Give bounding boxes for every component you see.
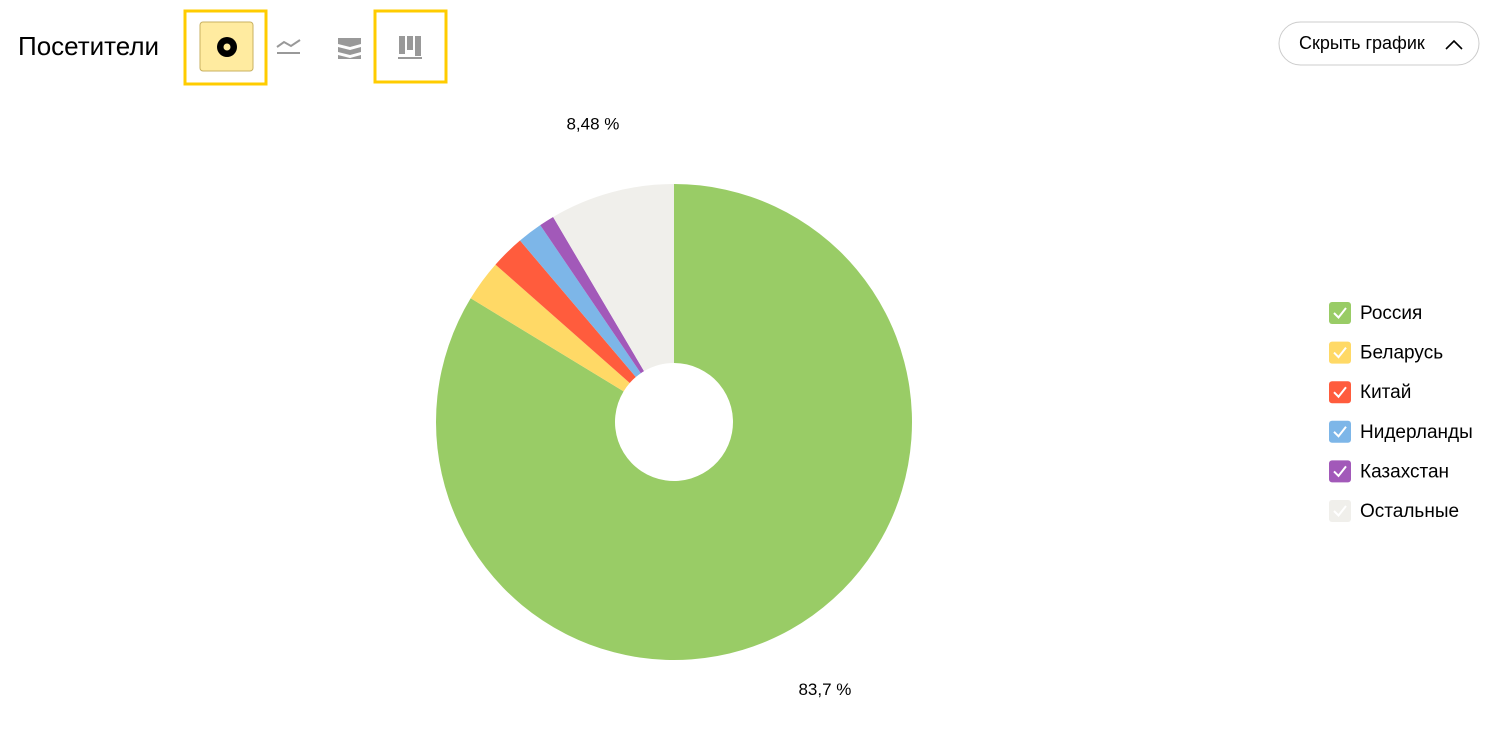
pie-slice (435, 184, 912, 660)
line-icon (276, 39, 301, 48)
check-icon (1333, 386, 1347, 399)
line-view-button[interactable] (276, 39, 301, 54)
legend-checkbox (1329, 460, 1351, 483)
area-view-button[interactable] (338, 38, 361, 59)
legend-label: Китай (1360, 382, 1411, 403)
bar-view-button[interactable] (398, 36, 422, 59)
pie-slice (495, 240, 636, 383)
check-icon (1333, 505, 1347, 518)
button-bg (1278, 21, 1480, 66)
legend-checkbox (1329, 381, 1351, 404)
highlight-box (183, 9, 268, 86)
legend-item[interactable]: Беларусь (1329, 341, 1443, 364)
page-title: Посетители (18, 31, 159, 61)
check-icon (1333, 307, 1347, 320)
legend-label: Нидерланды (1360, 422, 1473, 443)
pie-slice (520, 225, 641, 378)
legend-item[interactable]: Нидерланды (1329, 420, 1473, 443)
legend-label: Беларусь (1360, 343, 1443, 364)
area-icon (338, 38, 361, 59)
legend-label: Остальные (1360, 501, 1459, 522)
bar-icon (399, 36, 405, 54)
hide-chart-button[interactable]: Скрыть график (1278, 21, 1480, 66)
legend-item[interactable]: Казахстан (1329, 460, 1449, 482)
chevron-icon (1445, 39, 1463, 50)
legend-item[interactable]: Россия (1329, 302, 1422, 324)
pie-icon-hole (223, 43, 231, 51)
legend-checkbox (1329, 341, 1351, 364)
bar-icon (398, 57, 422, 59)
slice-label: 8,48 % (566, 114, 619, 133)
button-label: Скрыть график (1299, 33, 1425, 53)
pie-slice (470, 264, 630, 392)
bar-icon (415, 36, 421, 56)
legend-checkbox (1329, 420, 1351, 443)
legend-item[interactable]: Остальные (1329, 500, 1459, 522)
highlight-box (373, 9, 448, 84)
pie-view-button[interactable] (199, 21, 254, 72)
pie-slice (553, 184, 674, 372)
legend-item[interactable]: Китай (1329, 381, 1411, 403)
check-icon (1333, 426, 1347, 438)
legend-label: Казахстан (1360, 461, 1449, 482)
legend-checkbox (1329, 302, 1351, 324)
legend-checkbox (1329, 500, 1351, 522)
check-icon (1333, 346, 1347, 359)
check-icon (1333, 465, 1347, 478)
legend-label: Россия (1360, 303, 1422, 324)
slice-label: 83,7 % (798, 680, 851, 699)
pie-slice (540, 216, 645, 374)
bar-icon (407, 36, 413, 50)
